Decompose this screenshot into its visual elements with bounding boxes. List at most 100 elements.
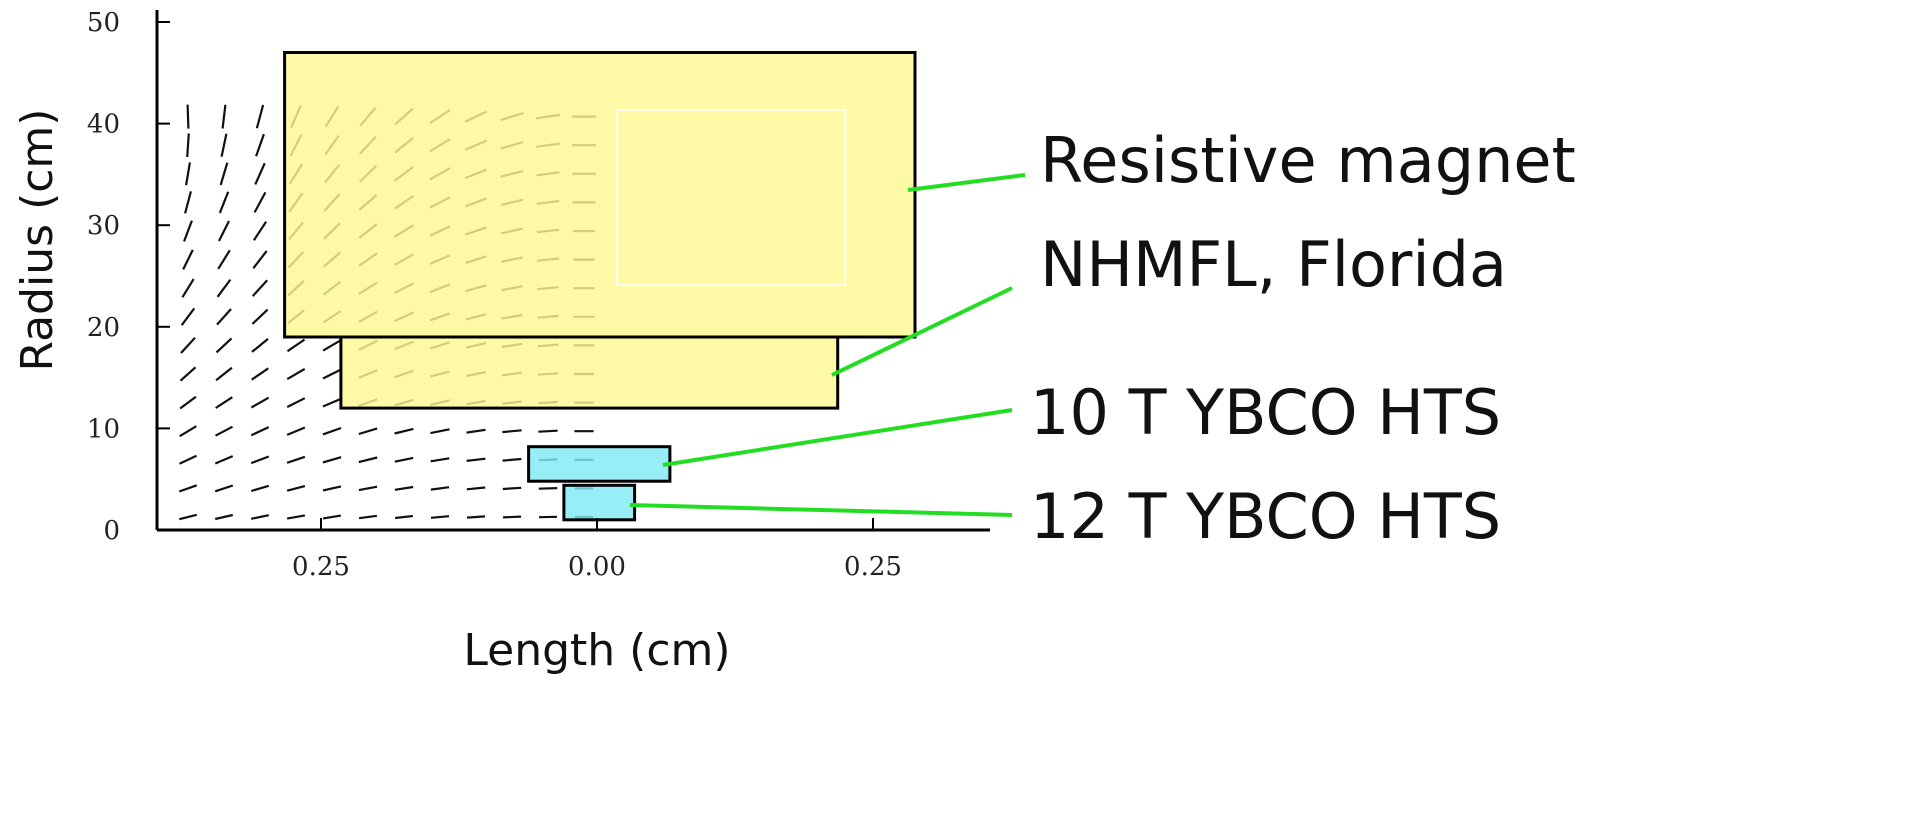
field-segment <box>183 220 193 242</box>
field-segment <box>250 396 270 409</box>
callout-line-nhmfl <box>831 286 1013 377</box>
field-segment <box>286 426 306 436</box>
field-segment <box>218 191 230 214</box>
field-segment <box>184 191 192 214</box>
field-segment <box>218 220 230 242</box>
callout-line-10t <box>662 408 1013 467</box>
field-segment <box>255 133 265 157</box>
field-segment <box>358 514 378 520</box>
field-segment <box>394 514 414 520</box>
field-segment <box>214 484 234 493</box>
field-segment <box>214 425 234 437</box>
field-segment <box>182 249 194 270</box>
field-segment <box>430 515 450 519</box>
field-segment <box>358 427 378 436</box>
field-segment <box>179 454 197 465</box>
field-segment <box>179 425 197 438</box>
field-segment <box>286 485 306 492</box>
field-segment <box>430 486 450 491</box>
field-segment <box>254 162 266 185</box>
field-segment <box>322 514 342 520</box>
field-segment <box>286 455 306 464</box>
callout-line-12t <box>629 503 1013 517</box>
field-segment <box>286 367 306 381</box>
field-segment <box>322 456 342 464</box>
field-segment <box>179 366 197 382</box>
magnet-resistive-outer <box>283 51 917 339</box>
field-segment <box>216 278 232 298</box>
magnet-blocks <box>283 51 917 522</box>
field-segment <box>216 308 232 326</box>
field-segment <box>430 457 450 463</box>
field-segment <box>538 429 558 433</box>
field-segment <box>322 397 342 408</box>
field-segment <box>250 426 270 437</box>
field-segment <box>215 396 233 409</box>
field-segment <box>286 514 306 520</box>
callout-line-resistive <box>907 173 1026 192</box>
callout-label-12t: 12 T YBCO HTS <box>1030 480 1501 553</box>
field-segment <box>214 455 234 465</box>
x-axis-title: Length (cm) <box>463 625 730 676</box>
field-segment <box>253 191 267 213</box>
field-segment <box>286 397 306 408</box>
field-segment <box>322 339 342 352</box>
y-tick-label: 50 <box>87 8 120 38</box>
field-segment <box>466 486 486 491</box>
field-segment <box>502 429 522 434</box>
field-segment <box>502 457 522 462</box>
field-segment <box>220 133 228 157</box>
y-axis: 0 10 20 30 40 50 Radius (cm) <box>12 8 170 546</box>
field-segment <box>250 514 270 520</box>
field-segment <box>394 485 414 491</box>
field-segment <box>181 278 195 298</box>
field-segment <box>180 307 196 326</box>
field-segment <box>251 308 269 325</box>
field-segment <box>286 338 306 353</box>
field-segment <box>252 221 268 241</box>
field-segment <box>214 513 234 521</box>
field-segment <box>394 427 414 435</box>
field-segment <box>250 455 270 465</box>
field-segment <box>178 484 198 493</box>
field-segment <box>322 368 342 380</box>
field-segment <box>215 337 233 354</box>
field-segment <box>502 515 522 519</box>
x-axis-ticks: 0.25 0.00 0.25 <box>292 518 902 582</box>
field-segment <box>179 395 197 410</box>
field-segment <box>217 249 231 270</box>
callout-label-nhmfl: NHMFL, Florida <box>1040 228 1507 301</box>
field-segment <box>215 366 233 382</box>
field-segment <box>186 104 190 129</box>
x-axis: 0.25 0.00 0.25 Length (cm) <box>157 518 990 676</box>
magnet-ybco-10t <box>527 445 672 483</box>
callout-label-10t: 10 T YBCO HTS <box>1030 376 1501 449</box>
field-segment <box>322 426 342 436</box>
field-segment <box>255 104 265 129</box>
field-segment <box>221 104 227 129</box>
x-tick-label: 0.00 <box>568 552 626 582</box>
field-segment <box>538 487 558 490</box>
field-segment <box>322 485 342 492</box>
magnet-resistive-inner <box>339 335 840 410</box>
field-segment <box>180 337 196 354</box>
field-segment <box>179 513 197 521</box>
field-segment <box>466 515 486 519</box>
callouts: Resistive magnet NHMFL, Florida 10 T YBC… <box>629 124 1576 553</box>
resistive-highlight <box>616 109 846 286</box>
field-segment <box>430 428 450 435</box>
y-tick-label: 0 <box>103 516 120 546</box>
field-segment <box>466 428 486 434</box>
field-segment <box>502 486 522 491</box>
field-segment <box>251 279 269 297</box>
field-segment <box>358 456 378 464</box>
y-tick-label: 30 <box>87 211 120 241</box>
field-segment <box>394 456 414 463</box>
field-segment <box>252 250 268 269</box>
y-tick-label: 10 <box>87 414 120 444</box>
y-axis-ticks: 0 10 20 30 40 50 <box>87 8 170 546</box>
y-tick-label: 40 <box>87 110 120 140</box>
field-segment <box>219 162 229 186</box>
field-segment <box>186 133 190 158</box>
